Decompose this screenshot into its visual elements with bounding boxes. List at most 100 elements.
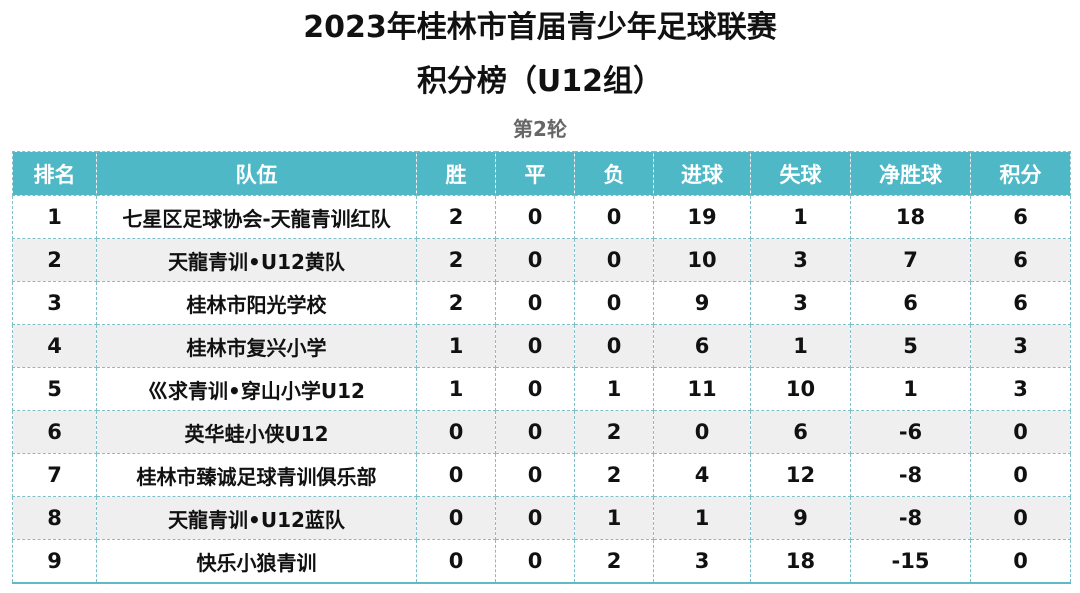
goals-for-cell: 11 [653, 367, 751, 411]
table-row: 2 天龍青训•U12黄队 2 0 0 10 3 7 6 [12, 238, 1071, 282]
team-cell: 桂林市复兴小学 [96, 324, 417, 368]
goals-against-cell: 3 [750, 281, 851, 325]
goals-for-cell: 1 [653, 496, 751, 540]
goals-against-cell: 6 [750, 410, 851, 454]
header-losses: 负 [574, 151, 654, 196]
goals-for-cell: 4 [653, 453, 751, 497]
rank-cell: 5 [12, 367, 97, 411]
goal-difference-cell: -8 [850, 496, 971, 540]
header-goals-for: 进球 [653, 151, 751, 196]
losses-cell: 0 [574, 281, 654, 325]
table-row: 5 巛求青训•穿山小学U12 1 0 1 11 10 1 3 [12, 367, 1071, 411]
header-points: 积分 [970, 151, 1071, 196]
goal-difference-cell: 6 [850, 281, 971, 325]
goal-difference-cell: 18 [850, 195, 971, 239]
draws-cell: 0 [495, 496, 575, 540]
losses-cell: 2 [574, 539, 654, 584]
goal-difference-cell: -6 [850, 410, 971, 454]
page-title: 2023年桂林市首届青少年足球联赛 [303, 10, 777, 45]
table-row: 7 桂林市臻诚足球青训俱乐部 0 0 2 4 12 -8 0 [12, 453, 1071, 497]
rank-cell: 1 [12, 195, 97, 239]
table-row: 6 英华蛙小侠U12 0 0 2 0 6 -6 0 [12, 410, 1071, 454]
wins-cell: 2 [416, 195, 496, 239]
draws-cell: 0 [495, 539, 575, 584]
standings-table: 排名 队伍 胜 平 负 进球 失球 净胜球 积分 1 七星区足球协会-天龍青训红… [12, 151, 1071, 584]
goals-against-cell: 1 [750, 324, 851, 368]
draws-cell: 0 [495, 453, 575, 497]
draws-cell: 0 [495, 238, 575, 282]
losses-cell: 0 [574, 195, 654, 239]
wins-cell: 1 [416, 367, 496, 411]
draws-cell: 0 [495, 281, 575, 325]
rank-cell: 6 [12, 410, 97, 454]
points-cell: 3 [970, 324, 1071, 368]
goals-for-cell: 10 [653, 238, 751, 282]
wins-cell: 0 [416, 410, 496, 454]
table-row: 4 桂林市复兴小学 1 0 0 6 1 5 3 [12, 324, 1071, 368]
table-row: 1 七星区足球协会-天龍青训红队 2 0 0 19 1 18 6 [12, 195, 1071, 239]
losses-cell: 0 [574, 238, 654, 282]
page-subtitle: 积分榜（U12组） [416, 64, 664, 99]
goal-difference-cell: 5 [850, 324, 971, 368]
rank-cell: 3 [12, 281, 97, 325]
header-draws: 平 [495, 151, 575, 196]
table-row: 3 桂林市阳光学校 2 0 0 9 3 6 6 [12, 281, 1071, 325]
goals-for-cell: 6 [653, 324, 751, 368]
draws-cell: 0 [495, 410, 575, 454]
goal-difference-cell: -8 [850, 453, 971, 497]
team-cell: 天龍青训•U12蓝队 [96, 496, 417, 540]
draws-cell: 0 [495, 367, 575, 411]
losses-cell: 2 [574, 453, 654, 497]
points-cell: 0 [970, 410, 1071, 454]
goals-for-cell: 3 [653, 539, 751, 584]
round-label: 第2轮 [513, 117, 567, 141]
rank-cell: 4 [12, 324, 97, 368]
points-cell: 0 [970, 453, 1071, 497]
goals-for-cell: 0 [653, 410, 751, 454]
rank-cell: 9 [12, 539, 97, 584]
losses-cell: 1 [574, 367, 654, 411]
team-cell: 桂林市阳光学校 [96, 281, 417, 325]
points-cell: 0 [970, 539, 1071, 584]
header-wins: 胜 [416, 151, 496, 196]
team-cell: 巛求青训•穿山小学U12 [96, 367, 417, 411]
header-goals-against: 失球 [750, 151, 851, 196]
wins-cell: 0 [416, 496, 496, 540]
team-cell: 七星区足球协会-天龍青训红队 [96, 195, 417, 239]
goals-against-cell: 3 [750, 238, 851, 282]
losses-cell: 0 [574, 324, 654, 368]
points-cell: 6 [970, 281, 1071, 325]
wins-cell: 0 [416, 453, 496, 497]
rank-cell: 2 [12, 238, 97, 282]
goals-against-cell: 18 [750, 539, 851, 584]
draws-cell: 0 [495, 324, 575, 368]
team-cell: 快乐小狼青训 [96, 539, 417, 584]
header-goal-difference: 净胜球 [850, 151, 971, 196]
goal-difference-cell: -15 [850, 539, 971, 584]
goals-against-cell: 9 [750, 496, 851, 540]
goal-difference-cell: 1 [850, 367, 971, 411]
team-cell: 英华蛙小侠U12 [96, 410, 417, 454]
losses-cell: 2 [574, 410, 654, 454]
table-row: 9 快乐小狼青训 0 0 2 3 18 -15 0 [12, 539, 1071, 584]
goals-against-cell: 12 [750, 453, 851, 497]
table-header-row: 排名 队伍 胜 平 负 进球 失球 净胜球 积分 [12, 151, 1071, 196]
wins-cell: 1 [416, 324, 496, 368]
losses-cell: 1 [574, 496, 654, 540]
points-cell: 6 [970, 238, 1071, 282]
rank-cell: 7 [12, 453, 97, 497]
wins-cell: 2 [416, 281, 496, 325]
header-team: 队伍 [96, 151, 417, 196]
goal-difference-cell: 7 [850, 238, 971, 282]
draws-cell: 0 [495, 195, 575, 239]
points-cell: 0 [970, 496, 1071, 540]
points-cell: 6 [970, 195, 1071, 239]
goals-against-cell: 1 [750, 195, 851, 239]
goals-for-cell: 9 [653, 281, 751, 325]
table-row: 8 天龍青训•U12蓝队 0 0 1 1 9 -8 0 [12, 496, 1071, 540]
goals-for-cell: 19 [653, 195, 751, 239]
goals-against-cell: 10 [750, 367, 851, 411]
rank-cell: 8 [12, 496, 97, 540]
wins-cell: 2 [416, 238, 496, 282]
wins-cell: 0 [416, 539, 496, 584]
